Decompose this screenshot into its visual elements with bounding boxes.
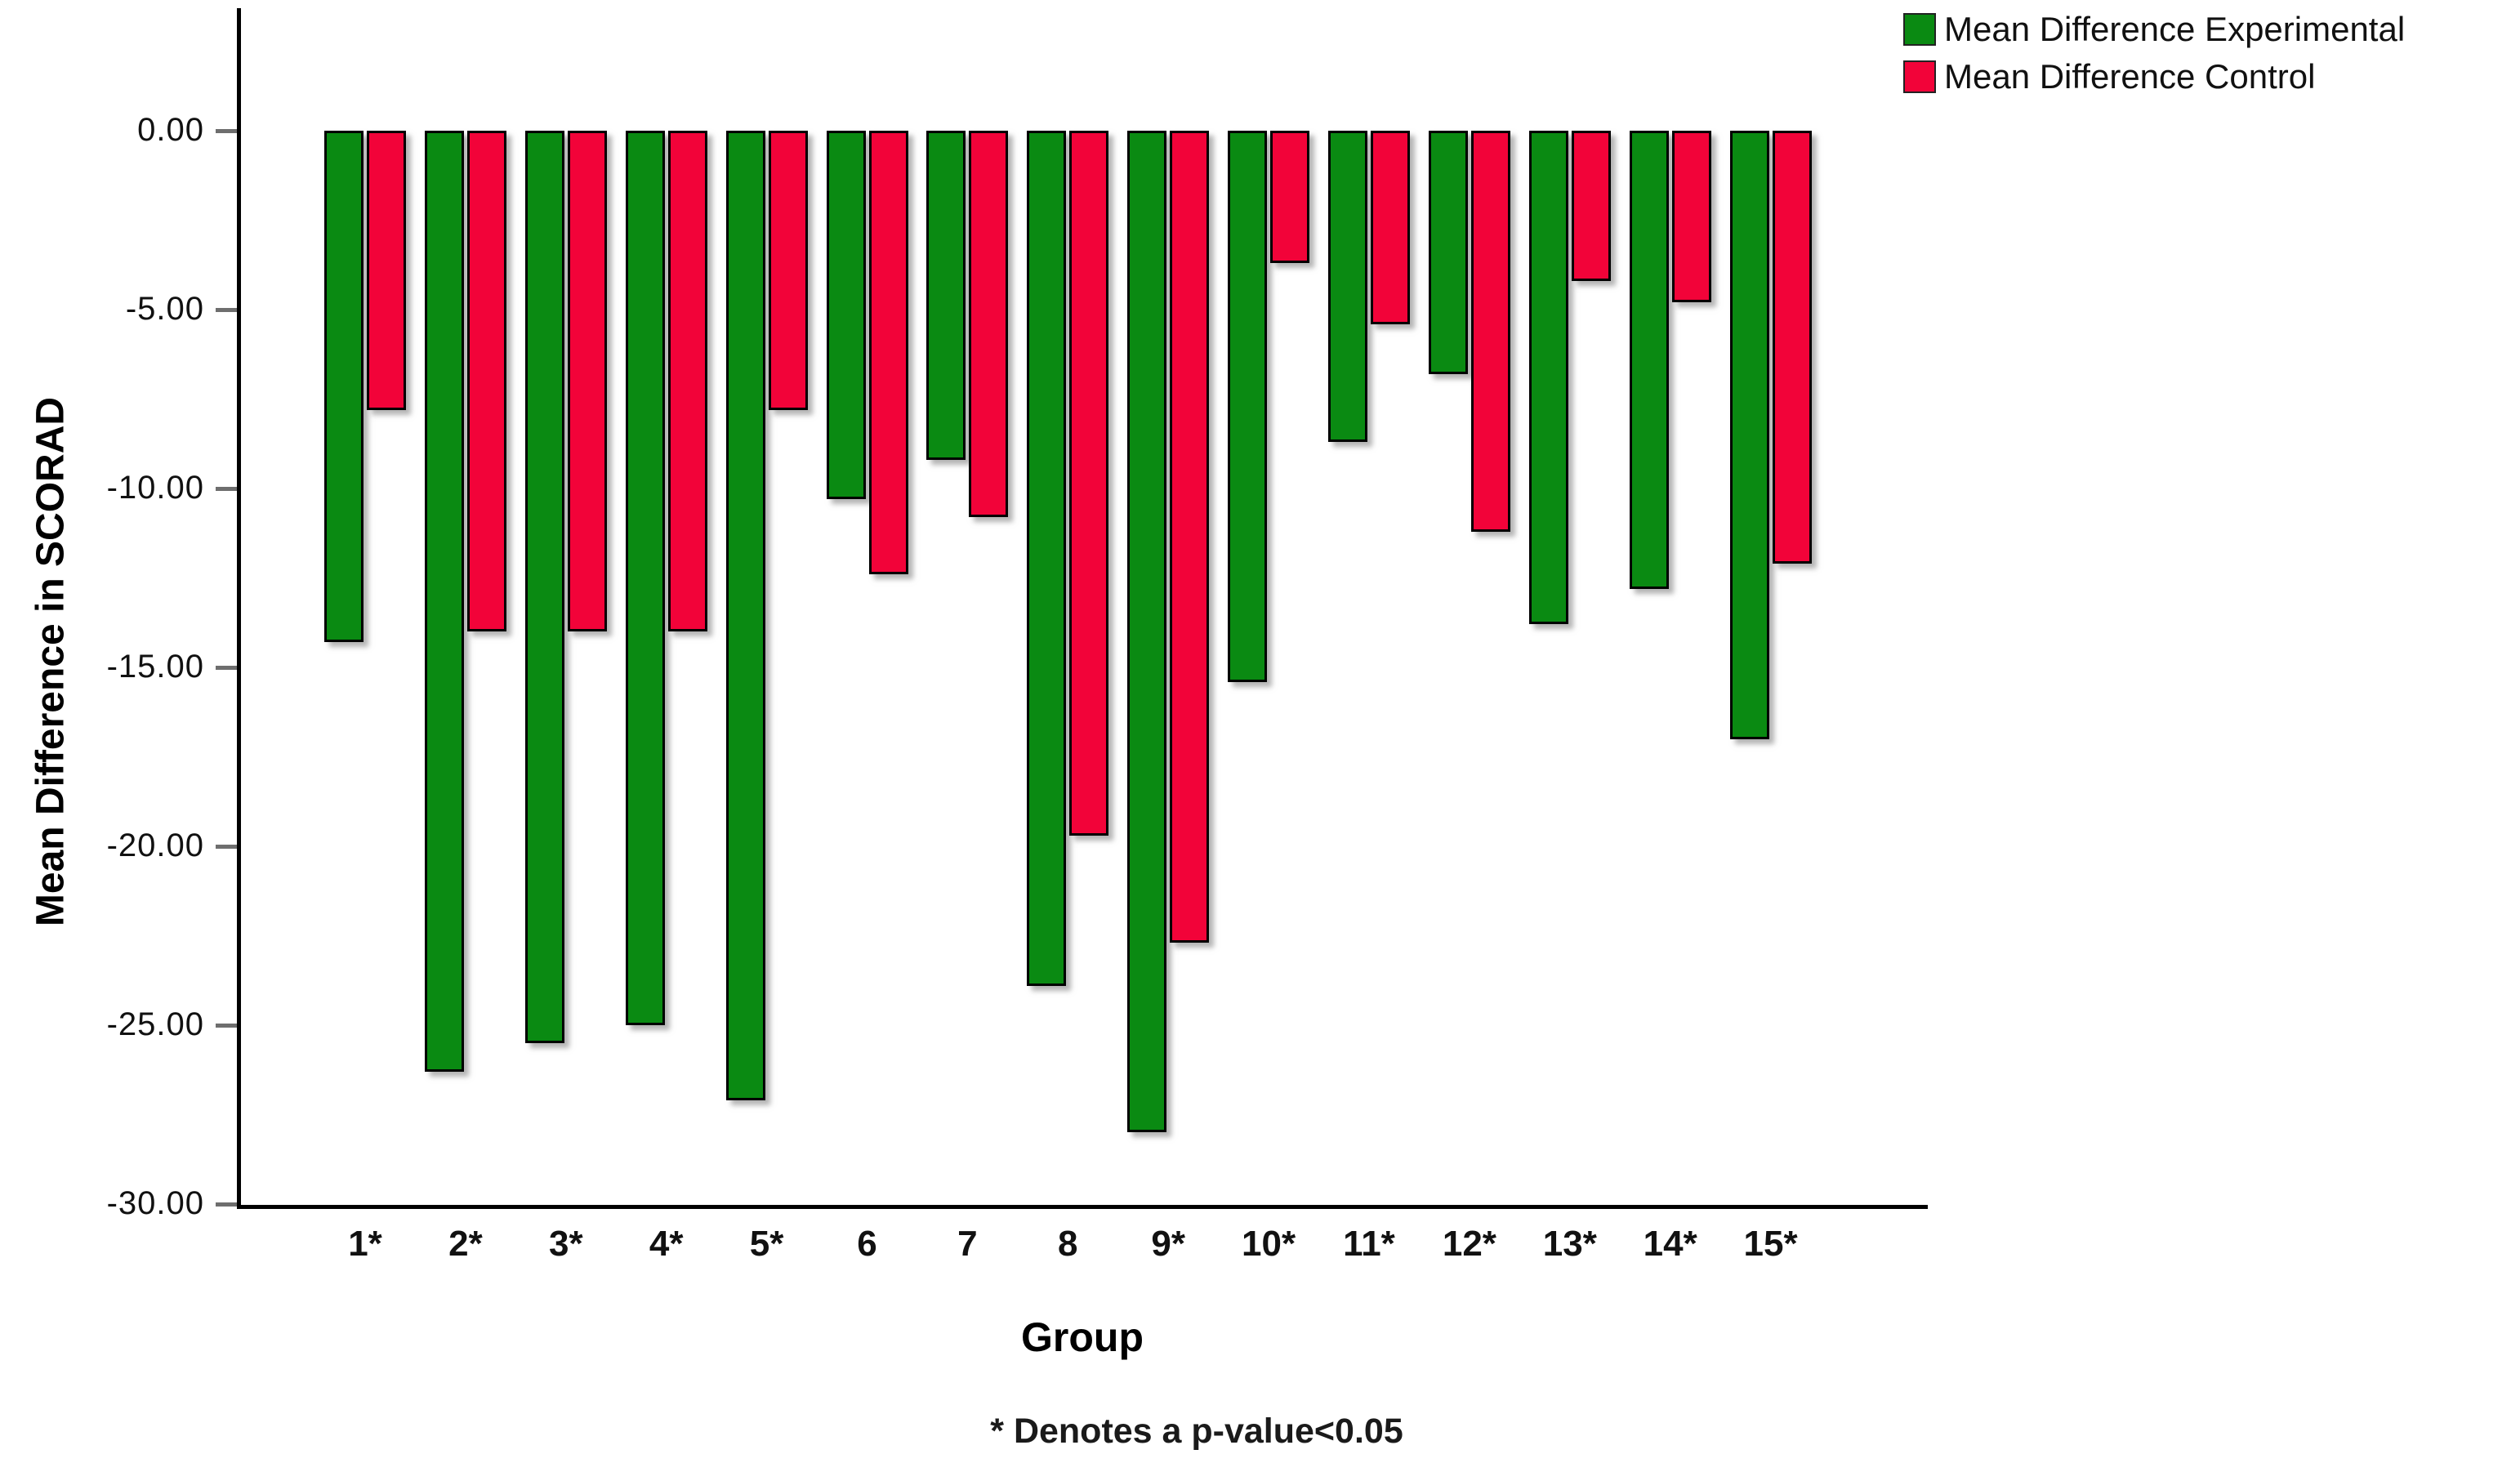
- bar-control-group-4: [667, 131, 707, 632]
- bar-experimental-group-8: [1027, 131, 1067, 986]
- bar-experimental-group-12: [1428, 131, 1468, 374]
- bar-experimental-group-4: [625, 131, 665, 1025]
- x-tick-label-group-11: 11*: [1343, 1224, 1395, 1264]
- y-tick-label: -5.00: [125, 291, 204, 327]
- bar-experimental-group-7: [926, 131, 966, 460]
- bar-experimental-group-2: [424, 131, 464, 1072]
- x-tick-label-group-2: 2*: [448, 1224, 483, 1264]
- bar-control-group-3: [567, 131, 607, 632]
- bar-control-group-14: [1671, 131, 1711, 303]
- bar-control-group-11: [1371, 131, 1410, 324]
- y-tick-label: -20.00: [106, 827, 204, 863]
- plot-area: 0.00 -5.00 -10.00 -15.00 -20.00 -25.00 -30.00 1…: [107, 8, 1928, 1264]
- y-tick: [216, 1202, 237, 1207]
- bar-control-group-5: [768, 131, 808, 410]
- bar-control-group-13: [1571, 131, 1611, 281]
- legend-item-control: Mean Difference Control: [1903, 57, 2405, 96]
- x-tick-label-group-15: 15*: [1743, 1224, 1798, 1264]
- bar-experimental-group-9: [1127, 131, 1167, 1133]
- y-tick-label: -25.00: [106, 1006, 204, 1042]
- y-tick-label: -15.00: [106, 649, 204, 685]
- bar-experimental-group-1: [324, 131, 364, 643]
- x-tick-label-group-1: 1*: [348, 1224, 382, 1264]
- y-tick-label: -10.00: [106, 470, 204, 506]
- legend-label-experimental: Mean Difference Experimental: [1944, 10, 2406, 48]
- y-tick: [216, 666, 237, 670]
- x-tick-label-group-5: 5*: [749, 1224, 784, 1264]
- x-tick-label-group-12: 12*: [1442, 1224, 1496, 1264]
- y-tick-label: -30.00: [106, 1185, 204, 1221]
- bar-experimental-group-5: [725, 131, 765, 1100]
- bar-experimental-group-14: [1629, 131, 1669, 589]
- x-tick-label-group-10: 10*: [1242, 1224, 1296, 1264]
- y-tick-label: 0.00: [137, 112, 204, 148]
- bar-control-group-2: [466, 131, 506, 632]
- bar-control-group-8: [1069, 131, 1109, 836]
- legend-label-control: Mean Difference Control: [1944, 57, 2316, 96]
- bar-experimental-group-10: [1228, 131, 1268, 682]
- x-tick-label-group-9: 9*: [1151, 1224, 1185, 1264]
- bar-experimental-group-11: [1328, 131, 1367, 443]
- bar-experimental-group-6: [826, 131, 866, 500]
- bar-experimental-group-15: [1729, 131, 1769, 739]
- legend-item-experimental: Mean Difference Experimental: [1903, 10, 2405, 49]
- control-swatch-icon: [1903, 60, 1936, 93]
- bar-experimental-group-3: [524, 131, 564, 1043]
- legend: Mean Difference Experimental Mean Differ…: [1903, 10, 2405, 105]
- y-tick: [216, 1024, 237, 1028]
- bar-control-group-6: [868, 131, 908, 575]
- y-tick: [216, 129, 237, 133]
- bar-experimental-group-13: [1528, 131, 1568, 625]
- bar-control-group-9: [1170, 131, 1210, 943]
- x-tick-label-group-7: 7: [957, 1224, 978, 1264]
- bar-control-group-10: [1270, 131, 1310, 264]
- y-tick: [216, 845, 237, 849]
- x-tick-label-group-14: 14*: [1643, 1224, 1697, 1264]
- x-tick-label-group-13: 13*: [1542, 1224, 1597, 1264]
- experimental-swatch-icon: [1903, 13, 1936, 46]
- y-tick: [216, 308, 237, 312]
- footnote: * Denotes a p-value<0.05: [990, 1412, 1403, 1451]
- x-axis-title: Group: [1021, 1314, 1144, 1360]
- x-tick-label-group-8: 8: [1058, 1224, 1078, 1264]
- bar-control-group-7: [969, 131, 1009, 518]
- x-tick-label-group-6: 6: [857, 1224, 877, 1264]
- x-tick-label-group-3: 3*: [549, 1224, 583, 1264]
- bar-control-group-15: [1772, 131, 1812, 564]
- bar-control-group-12: [1470, 131, 1510, 532]
- x-tick-label-group-4: 4*: [649, 1224, 684, 1264]
- y-tick: [216, 487, 237, 491]
- bar-control-group-1: [367, 131, 406, 410]
